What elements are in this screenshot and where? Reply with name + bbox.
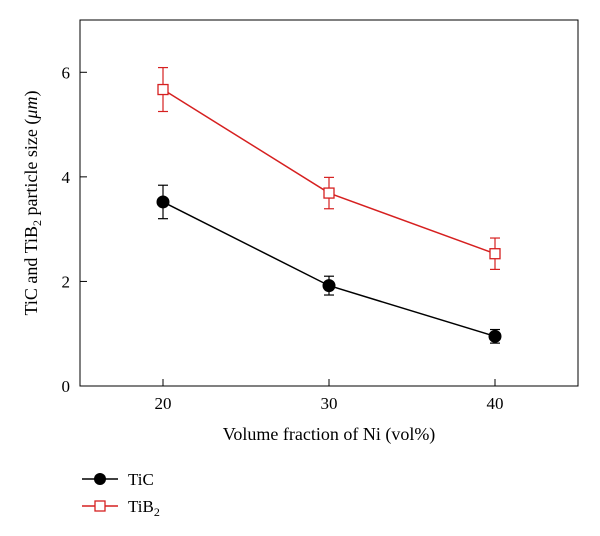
data-point xyxy=(488,329,502,343)
series-layer xyxy=(156,66,502,344)
axes: 20 30 40 0 2 4 6 xyxy=(62,63,504,413)
legend-label: TiB2 xyxy=(128,497,160,519)
data-point xyxy=(489,248,501,260)
data-point xyxy=(322,279,336,293)
data-point xyxy=(323,187,335,199)
x-axis-label: Volume fraction of Ni (vol%) xyxy=(223,424,436,445)
legend-label: TiC xyxy=(128,470,154,489)
legend-marker xyxy=(94,473,106,485)
data-point xyxy=(157,83,169,96)
x-tick-label: 20 xyxy=(155,394,172,413)
data-point xyxy=(156,195,170,209)
series-line xyxy=(162,88,496,255)
x-tick-label: 30 xyxy=(321,394,338,413)
legend-item-tic: TiC xyxy=(82,470,154,489)
legend-item-tib2: TiB2 xyxy=(82,497,160,519)
y-tick-label: 2 xyxy=(62,272,71,291)
legend: TiC TiB2 xyxy=(82,470,160,519)
series-tib2 xyxy=(157,66,501,271)
series-tic xyxy=(156,184,502,344)
y-tick-label: 0 xyxy=(62,377,71,396)
series-line xyxy=(162,201,496,338)
y-axis-label: TiC and TiB2 particle size (μm) xyxy=(21,91,44,316)
y-tick-label: 4 xyxy=(62,168,71,187)
y-tick-label: 6 xyxy=(62,63,71,82)
x-tick-label: 40 xyxy=(487,394,504,413)
legend-marker xyxy=(94,500,106,512)
